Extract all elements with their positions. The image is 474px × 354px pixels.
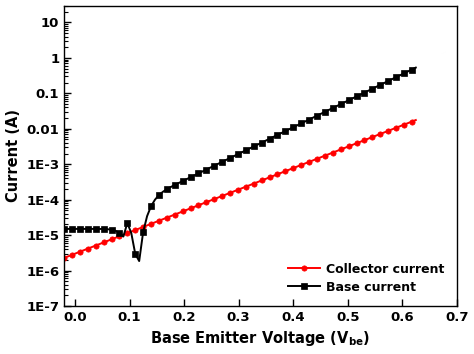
Y-axis label: Current (A): Current (A) [6,109,20,202]
Collector current [413,118,419,122]
Collector current [397,124,403,129]
Legend: Collector current, Base current: Collector current, Base current [282,256,450,300]
X-axis label: Base Emitter Voltage ($\mathbf{V_{be}}$): Base Emitter Voltage ($\mathbf{V_{be}}$) [150,330,371,348]
Base current [137,259,142,263]
Collector current [109,237,114,241]
Base current [109,228,114,232]
Collector current [168,214,173,218]
Base current [172,183,178,187]
Collector current [61,256,67,260]
Collector current [362,138,367,142]
Base current [61,227,67,231]
Base current [357,92,363,97]
Collector current [306,160,312,164]
Base current [413,65,419,70]
Base current [310,115,316,120]
Line: Base current: Base current [62,65,419,264]
Base current [401,71,407,75]
Line: Collector current: Collector current [62,118,419,261]
Collector current [354,141,359,145]
Base current [365,88,371,93]
